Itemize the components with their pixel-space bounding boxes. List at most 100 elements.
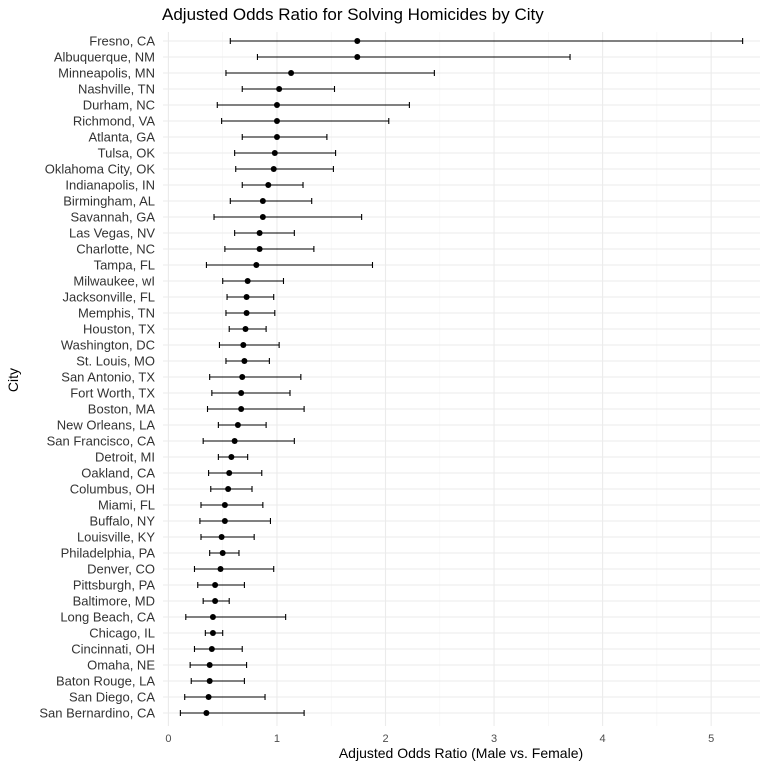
error-bar bbox=[256, 54, 571, 60]
estimate-point bbox=[271, 150, 278, 156]
city-label: Memphis, TN bbox=[78, 306, 155, 321]
error-bar bbox=[226, 294, 275, 300]
error-bar bbox=[213, 214, 363, 220]
estimate-point bbox=[212, 598, 219, 604]
estimate-point bbox=[212, 582, 219, 588]
city-label: Washington, DC bbox=[61, 338, 155, 353]
error-bar bbox=[200, 502, 264, 508]
estimate-point bbox=[256, 246, 263, 252]
city-label: Birmingham, AL bbox=[63, 194, 155, 209]
estimate-point bbox=[205, 694, 212, 700]
city-label: Baltimore, MD bbox=[73, 594, 155, 609]
error-bar bbox=[189, 662, 248, 668]
city-label: Cincinnati, OH bbox=[71, 642, 155, 657]
error-bar bbox=[211, 390, 291, 396]
city-label: Richmond, VA bbox=[73, 114, 155, 129]
error-bar bbox=[193, 646, 243, 652]
estimate-point bbox=[221, 502, 228, 508]
city-label: Tulsa, OK bbox=[98, 146, 156, 161]
city-label: Louisville, KY bbox=[77, 530, 155, 545]
estimate-point bbox=[273, 118, 280, 124]
error-bar bbox=[241, 86, 336, 92]
city-label: Baton Rouge, LA bbox=[56, 674, 155, 689]
city-label: Pittsburgh, PA bbox=[73, 578, 155, 593]
city-label: Oklahoma City, OK bbox=[45, 162, 156, 177]
error-bar bbox=[202, 438, 295, 444]
error-bar bbox=[185, 614, 287, 620]
grid-layer bbox=[163, 32, 760, 726]
city-label: Indianapolis, IN bbox=[65, 178, 155, 193]
estimate-point bbox=[265, 182, 272, 188]
x-tick-label: 1 bbox=[274, 733, 280, 745]
x-tick-label: 0 bbox=[165, 733, 171, 745]
estimate-point bbox=[241, 358, 248, 364]
estimate-point bbox=[240, 342, 247, 348]
x-axis-title: Adjusted Odds Ratio (Male vs. Female) bbox=[339, 745, 583, 761]
error-bar bbox=[217, 422, 267, 428]
chart-title: Adjusted Odds Ratio for Solving Homicide… bbox=[162, 5, 544, 24]
x-tick-label: 3 bbox=[491, 733, 497, 745]
city-label: Jacksonville, FL bbox=[63, 290, 155, 305]
error-bar bbox=[224, 246, 315, 252]
city-label: San Bernardino, CA bbox=[39, 706, 155, 721]
x-tick-labels: 0 1 2 3 4 5 bbox=[165, 733, 714, 745]
city-label: Nashville, TN bbox=[78, 82, 155, 97]
estimate-point bbox=[209, 614, 216, 620]
city-label: St. Louis, MO bbox=[76, 354, 155, 369]
city-label: Tampa, FL bbox=[94, 258, 155, 273]
city-label: Milwaukee, wI bbox=[73, 274, 155, 289]
estimate-point bbox=[209, 630, 216, 636]
city-label: Chicago, IL bbox=[89, 626, 155, 641]
city-label: San Diego, CA bbox=[69, 690, 155, 705]
city-label: Detroit, MI bbox=[95, 450, 155, 465]
error-bar bbox=[235, 166, 334, 172]
city-label: Buffalo, NY bbox=[89, 514, 155, 529]
estimate-point bbox=[256, 230, 263, 236]
estimate-point bbox=[203, 710, 210, 716]
error-bar bbox=[225, 310, 276, 316]
city-label: Fresno, CA bbox=[89, 34, 155, 49]
estimate-point bbox=[270, 166, 277, 172]
estimate-point bbox=[238, 406, 245, 412]
error-bar bbox=[222, 278, 285, 284]
estimate-point bbox=[231, 438, 238, 444]
estimate-point bbox=[226, 470, 233, 476]
error-bars-layer bbox=[179, 38, 744, 716]
x-tick-label: 2 bbox=[382, 733, 388, 745]
error-bar bbox=[193, 566, 275, 572]
error-bar bbox=[221, 118, 390, 124]
city-label: Omaha, NE bbox=[87, 658, 155, 673]
city-label: Las Vegas, NV bbox=[69, 226, 155, 241]
error-bar bbox=[234, 150, 337, 156]
error-bar bbox=[197, 582, 245, 588]
error-bar bbox=[190, 678, 245, 684]
error-bar bbox=[206, 406, 305, 412]
estimate-point bbox=[239, 374, 246, 380]
city-label: Oakland, CA bbox=[81, 466, 155, 481]
city-label: Durham, NC bbox=[83, 98, 155, 113]
estimate-point bbox=[273, 102, 280, 108]
error-bar bbox=[229, 198, 313, 204]
estimate-point bbox=[354, 38, 361, 44]
estimate-point bbox=[219, 550, 226, 556]
city-label: Miami, FL bbox=[98, 498, 155, 513]
error-bar bbox=[199, 518, 272, 524]
estimate-point bbox=[242, 326, 249, 332]
error-bar bbox=[179, 710, 305, 716]
x-tick-label: 5 bbox=[708, 733, 714, 745]
city-label: Albuquerque, NM bbox=[54, 50, 155, 65]
city-label: New Orleans, LA bbox=[57, 418, 156, 433]
estimate-point bbox=[217, 566, 224, 572]
estimate-point bbox=[243, 294, 250, 300]
estimate-point bbox=[238, 390, 245, 396]
x-tick-label: 4 bbox=[600, 733, 606, 745]
city-label: Savannah, GA bbox=[70, 210, 155, 225]
error-bar bbox=[225, 70, 435, 76]
error-bar bbox=[241, 182, 304, 188]
error-bar bbox=[210, 486, 253, 492]
estimate-point bbox=[273, 134, 280, 140]
city-label: San Francisco, CA bbox=[47, 434, 156, 449]
